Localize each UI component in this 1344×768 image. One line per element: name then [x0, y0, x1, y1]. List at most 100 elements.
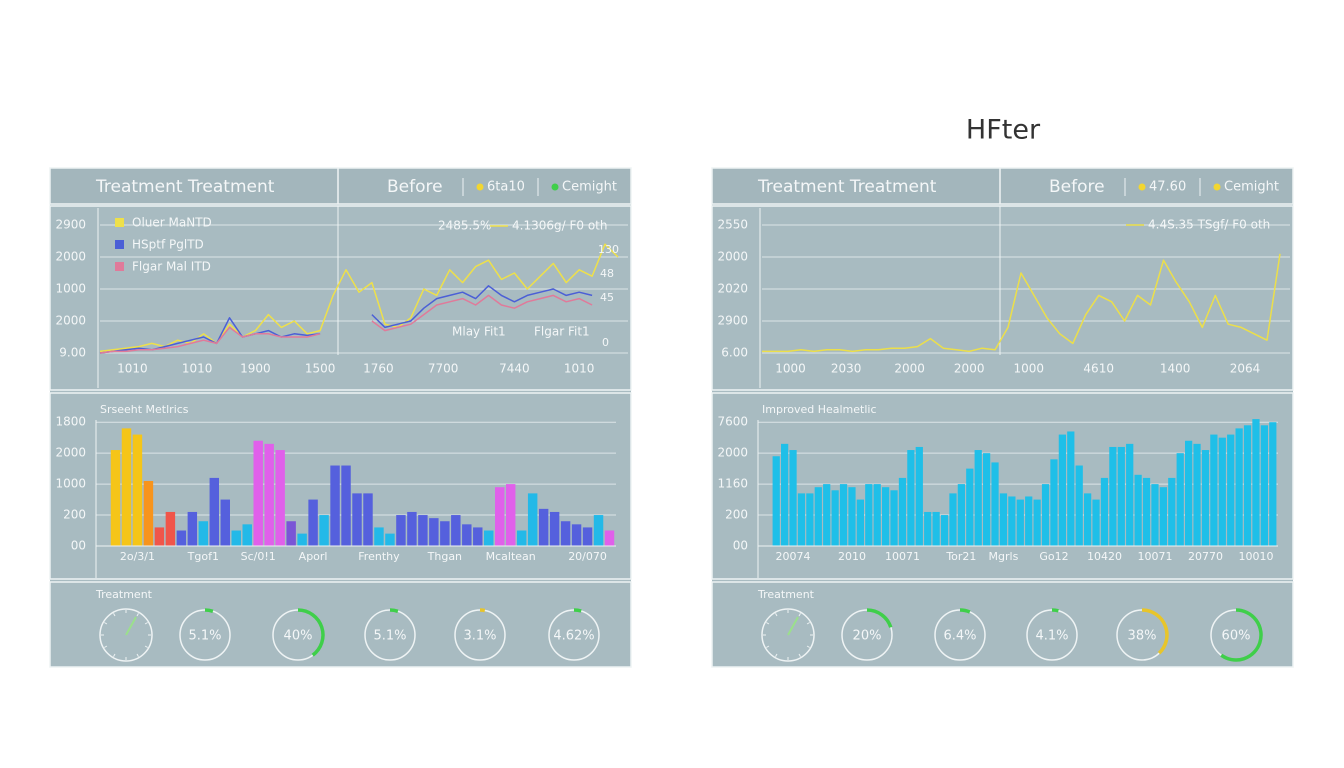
x-tick-label: 1010: [564, 362, 595, 376]
bar: [1185, 440, 1193, 546]
bar: [983, 453, 991, 546]
gauge-arc: [1051, 608, 1059, 613]
bar: [220, 499, 230, 546]
bar: [527, 493, 538, 546]
line-series: [762, 253, 1281, 353]
bar: [1100, 477, 1109, 546]
dial-tick: [136, 653, 139, 657]
bar: [772, 456, 780, 546]
x-tick-label: Thgan: [427, 550, 462, 563]
dial-tick: [136, 613, 139, 617]
bar: [473, 527, 483, 546]
bar: [1269, 422, 1277, 546]
panel-section: [49, 581, 632, 668]
bar: [462, 524, 472, 546]
y-tick-label: 2000: [55, 250, 86, 264]
y-tick-label: 2550: [717, 218, 748, 232]
x-tick-label: Mgrls: [989, 550, 1019, 563]
bar: [231, 530, 241, 546]
bar: [1025, 496, 1033, 546]
chart-title: Treatment: [757, 588, 815, 601]
x-tick-label: 7700: [428, 362, 459, 376]
bar: [1084, 493, 1092, 546]
x-tick-label: Frenthy: [358, 550, 400, 563]
bar: [560, 521, 571, 546]
x-tick-label: 1900: [240, 362, 271, 376]
annotation: 0: [602, 336, 609, 349]
bar: [873, 484, 881, 546]
panel-section: [711, 581, 1294, 668]
bar: [1243, 425, 1252, 546]
bar: [132, 434, 143, 546]
bar: [253, 440, 263, 546]
bar: [286, 521, 296, 546]
bar: [839, 484, 848, 546]
bar: [966, 468, 974, 546]
bar: [242, 524, 252, 546]
dial-tick: [144, 645, 148, 648]
y-tick-label: 9.00: [59, 346, 86, 360]
bar: [1016, 499, 1024, 546]
legend-swatch: [115, 262, 124, 271]
gauge-arc: [389, 608, 399, 613]
annotation: 2485.5%: [438, 219, 491, 233]
bar: [1058, 434, 1066, 546]
x-tick-label: 20/070: [568, 550, 607, 563]
bar: [1067, 431, 1075, 546]
bar: [898, 477, 907, 546]
gauge-arc: [573, 608, 582, 613]
bar: [604, 530, 615, 546]
dial-tick: [766, 622, 770, 625]
x-tick-label: 20770: [1188, 550, 1223, 563]
y-tick-label: 2020: [717, 282, 748, 296]
bar: [1193, 443, 1201, 546]
dial-tick: [775, 613, 778, 617]
dial-tick: [113, 653, 116, 657]
x-tick-label: 1000: [775, 362, 806, 376]
x-tick-label: 2000: [954, 362, 985, 376]
bar: [1008, 496, 1016, 546]
bar: [297, 533, 307, 546]
chart-title: Improved Healmetlic: [762, 403, 877, 416]
bar: [484, 530, 494, 546]
bar: [991, 462, 999, 546]
bar: [363, 493, 373, 546]
gauge-label: 40%: [284, 629, 313, 644]
x-tick-label: 2o/3/1: [120, 550, 155, 563]
status-dot: [1213, 183, 1221, 191]
bar: [495, 487, 505, 546]
bar: [1041, 484, 1050, 546]
bar: [1176, 453, 1184, 546]
bar: [593, 515, 604, 546]
bar: [538, 508, 549, 546]
y-tick-label: 00: [733, 539, 748, 553]
bar: [440, 521, 450, 546]
page-heading: HFter: [966, 115, 1041, 146]
bar: [890, 490, 898, 546]
bar: [264, 443, 274, 546]
bar: [1260, 425, 1268, 546]
bar: [374, 527, 384, 546]
bar: [781, 443, 789, 546]
bar: [451, 515, 461, 546]
x-tick-label: 10420: [1087, 550, 1122, 563]
bar: [806, 493, 814, 546]
status-label: 6ta10: [487, 180, 525, 195]
x-tick-label: Mcaltean: [486, 550, 536, 563]
y-tick-label: 2900: [717, 314, 748, 328]
gauge-label: 38%: [1128, 629, 1157, 644]
gauge-arc: [297, 608, 325, 657]
bar: [814, 487, 822, 546]
x-tick-label: 1010: [182, 362, 213, 376]
bar: [1168, 477, 1176, 546]
gauge-label: 4.62%: [553, 629, 594, 644]
bar: [516, 530, 527, 546]
bar: [1050, 459, 1058, 546]
bar: [1218, 437, 1226, 546]
x-tick-label: 4610: [1083, 362, 1114, 376]
bar: [143, 481, 154, 546]
gauge-arc: [1220, 608, 1263, 662]
legend-label: Oluer MaNTD: [132, 216, 212, 230]
x-tick-label: 10071: [1137, 550, 1172, 563]
dial-tick: [775, 653, 778, 657]
